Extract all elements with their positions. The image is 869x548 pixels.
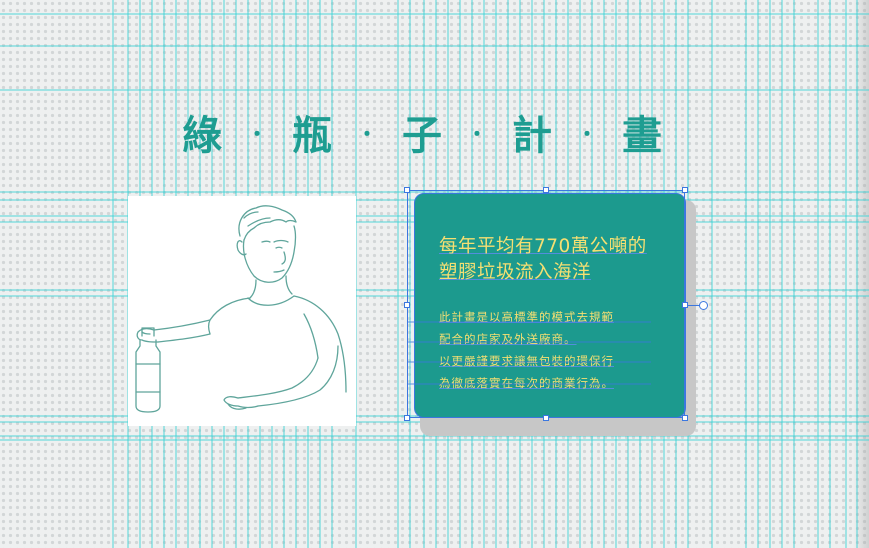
title-char-1: 綠 [182, 113, 222, 159]
title-char-3: 子 [402, 113, 442, 159]
title-separator: ・ [467, 121, 487, 146]
rotation-handle[interactable] [699, 301, 708, 310]
card-heading[interactable]: 每年平均有770萬公噸的 塑膠垃圾流入海洋 [439, 234, 679, 286]
card-body-text[interactable]: 此計畫是以高標準的模式去規範 配合的店家及外送廠商。 以更嚴謹要求讓無包裝的環保… [439, 306, 683, 394]
resize-handle-bottom[interactable] [543, 415, 549, 421]
card-body-line: 以更嚴謹要求讓無包裝的環保行 [439, 354, 614, 368]
info-card[interactable]: 每年平均有770萬公噸的 塑膠垃圾流入海洋 此計畫是以高標準的模式去規範 配合的… [414, 193, 686, 418]
card-heading-line: 每年平均有770萬公噸的 [439, 236, 647, 257]
card-body-line: 此計畫是以高標準的模式去規範 [439, 310, 614, 324]
resize-handle-top[interactable] [543, 187, 549, 193]
rotation-handle-stem [688, 305, 700, 306]
title-separator: ・ [247, 121, 267, 146]
title-separator: ・ [577, 121, 597, 146]
title-char-5: 畫 [622, 113, 662, 159]
title-separator: ・ [357, 121, 377, 146]
card-heading-line: 塑膠垃圾流入海洋 [439, 262, 592, 283]
man-holding-bottle-illustration[interactable] [128, 196, 356, 426]
title-char-4: 計 [512, 113, 552, 159]
selection-bounding-box [407, 190, 685, 418]
illustration-background [128, 196, 356, 426]
canvas-edge-shade [853, 0, 869, 548]
resize-handle-bottom-left[interactable] [404, 415, 410, 421]
title-char-2: 瓶 [292, 113, 332, 159]
card-body-line: 為徹底落實在每次的商業行為。 [439, 376, 614, 390]
resize-handle-left[interactable] [404, 302, 410, 308]
card-body-line: 配合的店家及外送廠商。 [439, 332, 577, 346]
resize-handle-bottom-right[interactable] [682, 415, 688, 421]
page-title[interactable]: 綠 ・ 瓶 ・ 子 ・ 計 ・ 畫 [182, 104, 662, 160]
resize-handle-right[interactable] [682, 302, 688, 308]
resize-handle-top-left[interactable] [404, 187, 410, 193]
resize-handle-top-right[interactable] [682, 187, 688, 193]
